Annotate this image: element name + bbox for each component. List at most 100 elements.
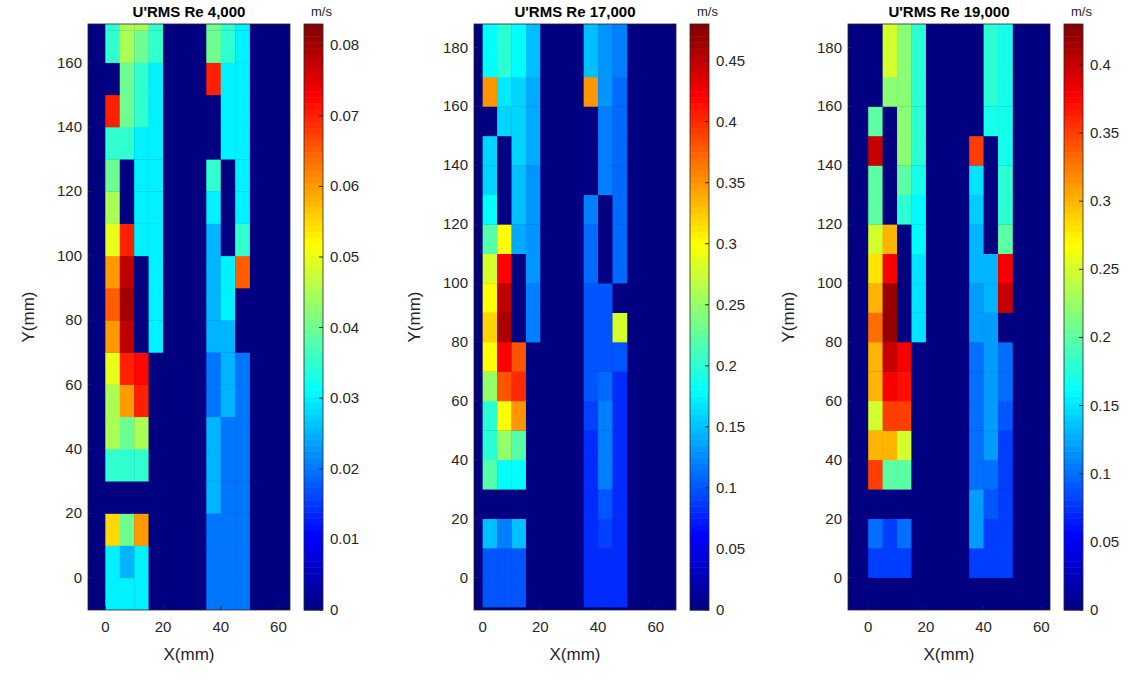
heat-cell	[105, 385, 120, 417]
y-tick	[848, 283, 852, 284]
heat-cell	[555, 283, 570, 313]
heat-cell	[120, 449, 135, 481]
colorbar-band	[304, 378, 323, 385]
colorbar-band	[1064, 415, 1083, 422]
heat-cell	[497, 283, 512, 313]
heat-cell	[206, 320, 221, 352]
x-tick-label: 20	[918, 618, 935, 635]
colorbar-band	[304, 500, 323, 507]
y-tick-label: 140	[443, 156, 468, 173]
heat-cell	[584, 489, 599, 519]
x-tick-label: 0	[864, 618, 872, 635]
heat-cell	[497, 106, 512, 136]
heat-cell	[497, 224, 512, 254]
colorbar-band	[690, 280, 709, 287]
heat-cell	[926, 254, 941, 284]
heat-cell	[998, 77, 1013, 107]
colorbar-band	[690, 494, 709, 501]
heat-cell	[555, 24, 570, 77]
heat-cell	[584, 371, 599, 401]
heat-cell	[998, 195, 1013, 225]
colorbar-band	[690, 171, 709, 178]
heat-cell	[163, 24, 178, 31]
heat-cell	[483, 342, 498, 372]
colorbar-tick-label: 0.05	[330, 248, 359, 265]
colorbar-band	[304, 592, 323, 599]
heat-cell	[192, 256, 207, 288]
colorbar-band	[304, 518, 323, 525]
heat-cell	[105, 546, 120, 578]
x-tick	[1041, 606, 1042, 610]
heat-cell	[955, 578, 970, 608]
heat-cell	[540, 313, 555, 343]
colorbar-band	[1064, 323, 1083, 330]
heat-cell	[598, 489, 613, 519]
colorbar-tick	[319, 45, 323, 46]
colorbar-band	[690, 103, 709, 110]
colorbar-band	[304, 494, 323, 501]
heat-cell	[206, 481, 221, 513]
heat-cell	[483, 313, 498, 343]
heat-cell	[584, 578, 599, 608]
colorbar-band	[1064, 348, 1083, 355]
heat-cell	[897, 578, 912, 608]
heat-cell	[192, 224, 207, 256]
heat-cell	[883, 195, 898, 225]
heat-cell	[584, 519, 599, 549]
heat-cell	[955, 24, 970, 77]
heat-cell	[120, 578, 135, 610]
heat-cell	[868, 283, 883, 313]
heat-cell	[998, 24, 1013, 77]
heat-cell	[149, 352, 164, 384]
heat-cell	[526, 77, 541, 107]
heat-cell	[526, 224, 541, 254]
heat-cell	[613, 106, 628, 136]
colorbar-band	[1064, 402, 1083, 409]
heat-cell	[613, 489, 628, 519]
colorbar-band	[1064, 335, 1083, 342]
heat-cell	[497, 371, 512, 401]
heat-cell	[969, 136, 984, 166]
heat-cell	[969, 460, 984, 490]
colorbar-tick	[319, 539, 323, 540]
heat-cell	[883, 460, 898, 490]
colorbar-band	[304, 85, 323, 92]
heat-cell	[512, 136, 527, 166]
heat-cell	[526, 519, 541, 549]
heat-cell	[235, 30, 250, 62]
heat-cell	[512, 224, 527, 254]
heat-cell	[926, 342, 941, 372]
colorbar-band	[1064, 219, 1083, 226]
heat-cell	[955, 283, 970, 313]
heat-cell	[163, 159, 178, 191]
x-tick	[868, 606, 869, 610]
colorbar-band	[1064, 433, 1083, 440]
colorbar-band	[304, 238, 323, 245]
heat-cell	[177, 30, 192, 62]
x-axis-title: X(mm)	[550, 645, 601, 664]
heat-cell	[163, 63, 178, 95]
heat-cell	[512, 283, 527, 313]
colorbar-band	[1064, 366, 1083, 373]
heat-cell	[163, 127, 178, 159]
colorbar-frame	[1064, 24, 1083, 610]
colorbar-band	[1064, 48, 1083, 55]
heat-cell	[526, 489, 541, 519]
colorbar-tick-label: 0.35	[716, 174, 745, 191]
heat-cell	[483, 195, 498, 225]
heat-cell	[998, 371, 1013, 401]
heat-cell	[955, 254, 970, 284]
colorbar-band	[690, 91, 709, 98]
heat-cell	[206, 417, 221, 449]
panel-title: U'RMS Re 17,000	[514, 3, 635, 20]
heat-cell	[584, 430, 599, 460]
colorbar-frame	[690, 24, 709, 610]
heat-cell	[235, 449, 250, 481]
colorbar-tick-label: 0.05	[716, 540, 745, 557]
colorbar-band	[1064, 421, 1083, 428]
y-tick	[848, 577, 852, 578]
heat-cell	[149, 481, 164, 513]
heat-cell	[940, 519, 955, 549]
colorbar-tick-label: 0.03	[330, 389, 359, 406]
colorbar-label: m/s	[1071, 4, 1092, 19]
